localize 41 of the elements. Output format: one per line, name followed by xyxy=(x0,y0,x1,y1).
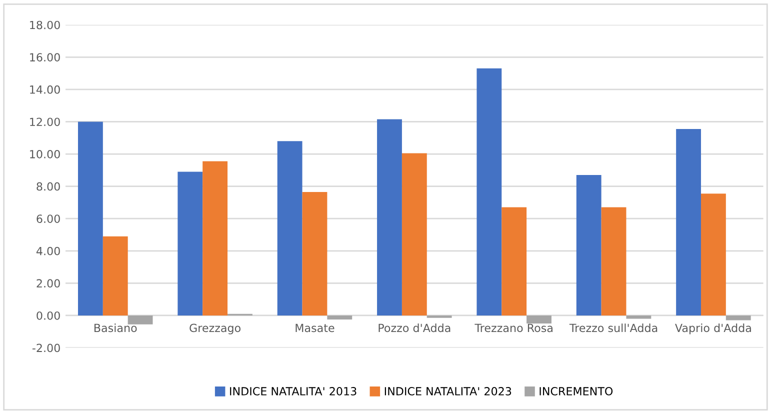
x-tick-label: Vaprio d'Adda xyxy=(675,324,751,334)
y-tick-label: -2.00 xyxy=(32,344,60,352)
y-tick-label: 14.00 xyxy=(30,85,60,94)
y-tick-label: 12.00 xyxy=(30,118,60,126)
bar xyxy=(502,207,527,316)
bar xyxy=(78,122,103,316)
legend-label: INCREMENTO xyxy=(540,387,613,396)
bar xyxy=(526,315,552,324)
x-tick-label: Pozzo d'Adda xyxy=(378,324,450,332)
bar xyxy=(700,194,726,316)
bar xyxy=(128,315,153,324)
bar xyxy=(576,175,602,316)
x-tick-label: Basiano xyxy=(94,324,137,332)
bar xyxy=(426,315,452,318)
bar xyxy=(676,128,701,316)
bar xyxy=(178,172,203,316)
y-tick-label: 8.00 xyxy=(36,182,60,191)
y-tick-label: 6.00 xyxy=(36,214,60,223)
x-tick-label: Grezzago xyxy=(190,324,240,334)
x-tick-label: Trezzano Rosa xyxy=(474,324,552,332)
bar xyxy=(402,153,427,316)
bar xyxy=(302,192,328,316)
x-tick-label: Trezzo sull'Adda xyxy=(569,324,658,332)
y-tick-label: 4.00 xyxy=(36,246,60,256)
bar xyxy=(102,236,128,316)
y-tick-label: 18.00 xyxy=(30,20,60,30)
legend-label: INDICE NATALITA' 2023 xyxy=(384,387,512,396)
bar xyxy=(726,315,751,320)
bar xyxy=(377,119,402,316)
legend-label: INDICE NATALITA' 2013 xyxy=(230,387,356,396)
bar xyxy=(327,315,352,320)
x-tick-label: Masate xyxy=(296,324,334,332)
bar xyxy=(202,161,228,316)
bar xyxy=(601,207,626,316)
y-tick-label: 2.00 xyxy=(36,279,60,288)
y-tick-label: 10.00 xyxy=(30,150,60,158)
y-tick-label: 16.00 xyxy=(30,53,60,62)
y-tick-label: 0.00 xyxy=(36,311,60,320)
bar xyxy=(476,68,502,316)
bar xyxy=(277,141,302,316)
bar xyxy=(626,315,652,319)
